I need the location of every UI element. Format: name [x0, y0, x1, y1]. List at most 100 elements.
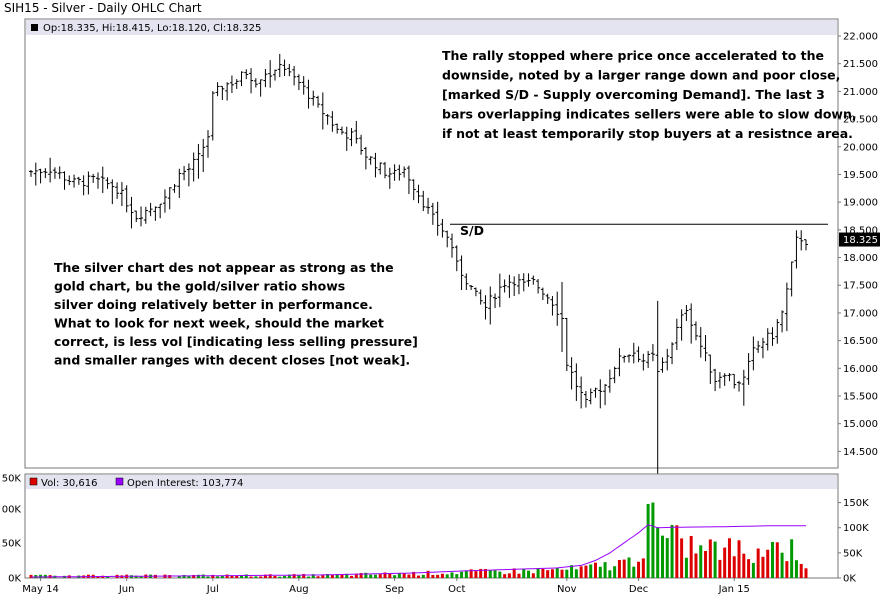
ohlc-bar	[234, 79, 239, 89]
ohlc-bar	[751, 336, 756, 371]
volume-bar	[699, 545, 703, 578]
volume-bar	[589, 564, 593, 578]
ohlc-bar	[215, 82, 220, 97]
ohlc-bar	[598, 379, 603, 409]
ohlc-bar	[95, 172, 100, 189]
ohlc-bar	[655, 300, 660, 491]
volume-bar	[426, 570, 430, 578]
volume-legend: Vol: 30,616	[41, 478, 98, 489]
volume-bar	[106, 576, 110, 578]
ohlc-bar	[186, 163, 191, 187]
price-tick-label: 15.500	[843, 392, 878, 403]
ohlc-bar	[674, 318, 679, 350]
ohlc-bar	[220, 85, 225, 101]
price-panel	[24, 18, 839, 469]
ohlc-bar	[497, 273, 502, 308]
ohlc-bar	[100, 166, 105, 194]
ohlc-bar	[430, 202, 435, 225]
ohlc-bar	[91, 173, 96, 183]
volume-bar	[297, 575, 301, 578]
volume-bar	[531, 573, 535, 578]
volume-bar	[29, 574, 33, 578]
volume-bar	[196, 574, 200, 578]
ohlc-bar	[292, 66, 297, 86]
volume-bar	[96, 576, 100, 578]
ohlc-bar	[588, 388, 593, 405]
volume-bar	[192, 574, 196, 578]
ohlc-bar	[316, 95, 321, 108]
volume-bar	[522, 568, 526, 578]
volume-tick-label-left: 50K	[2, 474, 22, 485]
volume-bar	[39, 574, 43, 578]
ohlc-bar	[631, 342, 636, 364]
volume-bar	[216, 576, 220, 578]
ohlc-bar	[253, 78, 258, 88]
volume-bar	[718, 559, 722, 578]
ohlc-bar	[708, 354, 713, 384]
ohlc-bar	[368, 156, 373, 165]
volume-bar	[498, 571, 502, 578]
price-tick-label: 17.500	[843, 281, 878, 292]
volume-bar	[574, 569, 578, 578]
annotation-line: The rally stopped where price once accel…	[442, 48, 824, 63]
ohlc-bar	[684, 305, 689, 321]
volume-bar	[493, 570, 497, 578]
ohlc-bar	[641, 353, 646, 371]
ohlc-bar	[765, 328, 770, 351]
volume-bar	[311, 574, 315, 578]
volume-bar	[225, 574, 229, 578]
ohlc-bar	[780, 310, 785, 333]
volume-bar	[177, 576, 181, 578]
volume-bar	[507, 573, 511, 578]
volume-bar	[627, 557, 631, 578]
ohlc-bar	[435, 201, 440, 236]
volume-axis: 150K 100K 50K 0K 50K 00K 50K 0K	[2, 474, 869, 585]
ohlc-bar	[301, 76, 306, 95]
ohlc-bar	[689, 303, 694, 344]
volume-bar	[134, 575, 138, 578]
volume-bar	[541, 568, 545, 578]
volume-bar	[689, 535, 693, 578]
volume-bar	[455, 574, 459, 578]
volume-bar	[187, 575, 191, 578]
price-tick-label: 21.000	[843, 87, 878, 98]
volume-bar	[665, 538, 669, 578]
volume-bar	[474, 571, 478, 578]
ohlc-bar	[483, 295, 488, 320]
ohlc-bar	[287, 63, 292, 77]
ohlc-bar	[52, 167, 57, 179]
ohlc-bar	[660, 357, 665, 373]
ohlc-bar	[603, 384, 608, 406]
ohlc-bar	[67, 175, 72, 186]
ohlc-bar	[416, 184, 421, 204]
price-tick-label: 20.500	[843, 115, 878, 126]
volume-bar	[431, 574, 435, 578]
x-tick-label: Jan 15	[718, 584, 750, 595]
volume-bar	[747, 559, 751, 578]
volume-bar	[316, 576, 320, 578]
ohlc-bar	[229, 75, 234, 94]
ohlc-bar	[454, 245, 459, 272]
sd-label: S/D	[460, 223, 484, 238]
annotation-line: What to look for next week, should the m…	[54, 316, 384, 331]
ohlc-bar	[804, 239, 808, 251]
volume-bar	[206, 576, 210, 578]
volume-bar	[780, 552, 784, 578]
volume-bar	[378, 574, 382, 578]
price-tick-label: 18.500	[843, 225, 878, 236]
volume-bar	[292, 574, 296, 578]
annotation-line: and smaller ranges with decent closes [n…	[54, 353, 410, 368]
volume-bar	[268, 574, 272, 578]
volume-bar	[254, 576, 258, 578]
volume-tick-label-right: 150K	[843, 498, 869, 509]
ohlc-bar	[57, 166, 62, 179]
price-tick-label: 22.000	[843, 32, 878, 43]
volume-bar	[249, 576, 253, 578]
volume-bar	[766, 549, 770, 578]
annotation-line: silver doing relatively better in perfor…	[54, 297, 373, 312]
ohlc-bar	[665, 348, 670, 371]
ohlc-bar	[177, 168, 182, 198]
ohlc-bar	[579, 376, 584, 409]
ohlc-bar	[249, 68, 254, 94]
ohlc-bar	[693, 321, 698, 341]
